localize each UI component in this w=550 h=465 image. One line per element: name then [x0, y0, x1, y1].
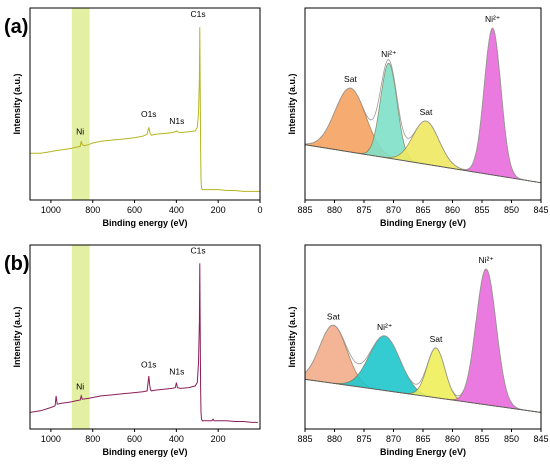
- x-axis-title: Binding Energy (eV): [380, 218, 466, 228]
- chart-a-ni2p: Sat Ni²⁺ Sat Ni²⁺ 885 880 875 870 865 860 855 850 84…: [287, 7, 549, 228]
- x-tick-label: 800: [85, 205, 100, 215]
- x-tick-label: 1000: [41, 205, 61, 215]
- fit-component-3: [305, 348, 541, 413]
- fit-component-1: [305, 325, 541, 413]
- x-tick-label: 1000: [41, 434, 61, 444]
- chart-b-survey: Ni O1s N1s C1s 1000 800 600 400 200 Binding energ…: [12, 244, 261, 457]
- peak-label-ni: Ni: [76, 381, 84, 391]
- x-tick-label: 200: [211, 205, 226, 215]
- x-tick-label: 865: [415, 205, 430, 215]
- x-tick-label: 600: [127, 434, 142, 444]
- plot-frame: [29, 7, 261, 201]
- raw-spectrum-line: [305, 27, 542, 184]
- y-axis-title: Intensity (a.u.): [12, 73, 22, 134]
- peak-label-component-1: Sat: [344, 74, 357, 84]
- peak-label-n1s: N1s: [169, 116, 184, 126]
- x-tick-label: 845: [533, 434, 548, 444]
- peak-label-component-4: Ni²⁺: [478, 255, 493, 265]
- x-tick-label: 850: [504, 434, 519, 444]
- x-axis-title: Binding Energy (eV): [380, 447, 466, 457]
- peak-label-component-4: Ni²⁺: [485, 14, 500, 24]
- x-tick-label: 0: [257, 205, 262, 215]
- peak-label-o1s: O1s: [141, 360, 157, 370]
- x-tick-label: 855: [474, 205, 489, 215]
- x-tick-label: 400: [169, 205, 184, 215]
- panel-label-a: (a): [4, 16, 28, 38]
- x-tick-label: 845: [533, 205, 548, 215]
- peak-label-component-3: Sat: [430, 334, 443, 344]
- x-axis-title: Binding energy (eV): [102, 447, 187, 457]
- peak-label-c1s: C1s: [191, 9, 206, 19]
- x-tick-label: 865: [415, 434, 430, 444]
- x-tick-label: 860: [445, 434, 460, 444]
- background-line: [304, 144, 542, 184]
- chart-b-ni2p: Sat Ni²⁺ Sat Ni²⁺ 885 880 875 870 865 860 855 850 84…: [287, 244, 549, 457]
- peak-label-n1s: N1s: [169, 366, 184, 376]
- x-tick-label: 875: [356, 434, 371, 444]
- peak-label-c1s: C1s: [191, 245, 206, 255]
- x-tick-label: 880: [327, 434, 342, 444]
- plot-frame: [29, 244, 261, 430]
- x-tick-label: 600: [127, 205, 142, 215]
- x-tick-label: 855: [474, 434, 489, 444]
- background-line: [304, 378, 542, 413]
- fit-component-3: [305, 121, 541, 183]
- peak-label-component-3: Sat: [420, 107, 433, 117]
- x-tick-label: 860: [445, 205, 460, 215]
- ni-highlight-band: [71, 8, 90, 200]
- panel-label-b: (b): [4, 253, 30, 275]
- x-tick-label: 800: [85, 434, 100, 444]
- x-axis-title: Binding energy (eV): [102, 218, 187, 228]
- x-tick-label: 200: [211, 434, 226, 444]
- raw-spectrum-line: [304, 268, 542, 413]
- peak-label-component-1: Sat: [327, 311, 340, 321]
- fit-component-4: [305, 269, 541, 413]
- x-tick-label: 870: [386, 434, 401, 444]
- x-tick-label: 885: [297, 434, 312, 444]
- x-tick-label: 880: [327, 205, 342, 215]
- peak-label-component-2: Ni²⁺: [381, 49, 396, 59]
- x-tick-label: 400: [169, 434, 184, 444]
- peak-label-ni: Ni: [76, 126, 84, 136]
- x-tick-label: 885: [297, 205, 312, 215]
- fit-component-4: [305, 28, 541, 183]
- x-tick-label: 850: [504, 205, 519, 215]
- y-axis-title: Intensity (a.u.): [287, 306, 297, 367]
- peak-label-component-2: Ni²⁺: [377, 322, 392, 332]
- chart-a-survey: Ni O1s N1s C1s 1000 800 600 400 200 0 Binding ener…: [12, 7, 263, 228]
- x-tick-label: 870: [386, 205, 401, 215]
- y-axis-title: Intensity (a.u.): [287, 73, 297, 134]
- ni-highlight-band: [71, 245, 90, 429]
- survey-spectrum-line: [30, 27, 260, 192]
- survey-spectrum-line: [29, 263, 258, 423]
- x-tick-label: 875: [356, 205, 371, 215]
- y-axis-title: Intensity (a.u.): [12, 306, 22, 367]
- peak-label-o1s: O1s: [141, 109, 157, 119]
